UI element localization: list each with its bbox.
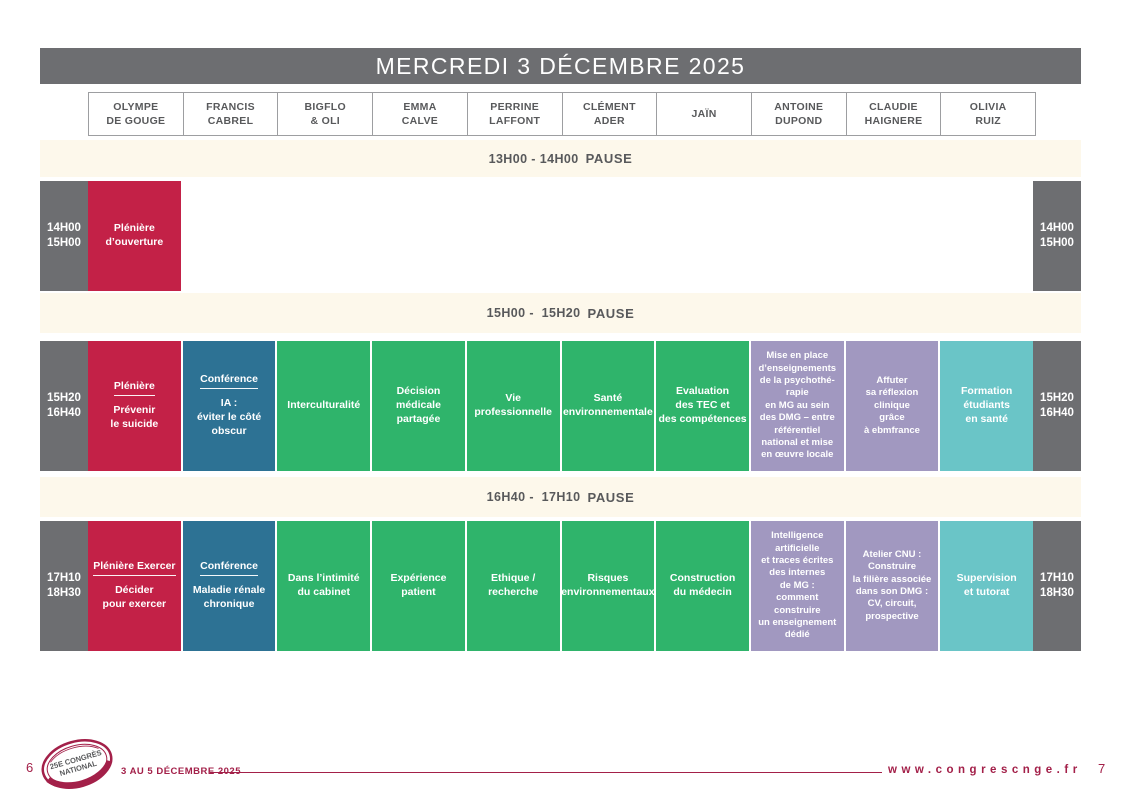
session-cell: Ethique / recherche: [467, 521, 560, 651]
session-cell: Interculturalité: [277, 341, 370, 471]
session-title: Atelier CNU : Construire la filière asso…: [853, 549, 932, 623]
session-cell: Formation étudiants en santé: [940, 341, 1033, 471]
empty-slot: [656, 181, 749, 291]
session-cell: Décision médicale partagée: [372, 341, 465, 471]
time-slot-label-left: 17H10 18H30: [40, 521, 88, 651]
empty-slot: [940, 181, 1033, 291]
session-title: Prévenir le suicide: [110, 404, 158, 432]
pause-label: PAUSE: [586, 151, 633, 166]
pause-time: 13H00 - 14H00: [489, 152, 579, 166]
session-title: Décider pour exercer: [103, 584, 167, 612]
session-row-1710-1830: 17H10 18H30 Plénière Exercer Décider pou…: [40, 521, 1081, 651]
time-slot-label-left: 15H20 16H40: [40, 341, 88, 471]
session-type-label: Plénière: [114, 380, 155, 396]
pause-band-1640: 16H40 - 17H10 PAUSE: [40, 477, 1081, 517]
page-number-right: 7: [1098, 761, 1105, 776]
pause-label: PAUSE: [588, 490, 635, 505]
time-slot-label-left: 14H00 15H00: [40, 181, 88, 291]
session-cells: Plénière Exercer Décider pour exercer Co…: [88, 521, 1033, 651]
session-cell: Affuter sa réflexion clinique grâce à eb…: [846, 341, 939, 471]
session-title: Plénière d’ouverture: [105, 222, 163, 250]
empty-slot: [846, 181, 939, 291]
session-cell: Conférence IA : éviter le côté obscur: [183, 341, 276, 471]
session-cells: Plénière Prévenir le suicide Conférence …: [88, 341, 1033, 471]
pause-band-1500: 15H00 - 15H20 PAUSE: [40, 293, 1081, 333]
session-title: Evaluation des TEC et des compétences: [659, 385, 747, 427]
session-title: Dans l’intimité du cabinet: [288, 572, 360, 600]
session-cell: Supervision et tutorat: [940, 521, 1033, 651]
time-slot-label-right: 14H00 15H00: [1033, 181, 1081, 291]
session-row-1400-1500: 14H00 15H00 Plénière d’ouverture 14H00 1…: [40, 181, 1081, 291]
pause-band-1300: 13H00 - 14H00 PAUSE: [40, 140, 1081, 177]
pause-time: 16H40 - 17H10: [487, 490, 581, 504]
session-cell: Risques environnementaux: [562, 521, 655, 651]
time-slot-label-right: 17H10 18H30: [1033, 521, 1081, 651]
footer-website[interactable]: www.congrescnge.fr: [888, 764, 1082, 776]
empty-slot: [277, 181, 370, 291]
session-title: Formation étudiants en santé: [961, 385, 1012, 427]
congress-logo: 25E CONGRÈS NATIONAL: [38, 735, 116, 793]
session-cell: Plénière d’ouverture: [88, 181, 181, 291]
session-cell: Plénière Exercer Décider pour exercer: [88, 521, 181, 651]
session-title: Interculturalité: [287, 399, 360, 413]
session-title: IA : éviter le côté obscur: [197, 397, 261, 439]
session-cell: Construction du médecin: [656, 521, 749, 651]
time-slot-label-right: 15H20 16H40: [1033, 341, 1081, 471]
session-title: Intelligence artificielle et traces écri…: [758, 530, 836, 641]
empty-slot: [751, 181, 844, 291]
session-title: Décision médicale partagée: [374, 385, 463, 427]
session-title: Santé environnementale: [563, 392, 653, 420]
session-cell: Dans l’intimité du cabinet: [277, 521, 370, 651]
session-cell: Atelier CNU : Construire la filière asso…: [846, 521, 939, 651]
session-title: Mise en place d’enseignements de la psyc…: [758, 350, 836, 461]
room-header-olivia-ruiz: OLIVIA RUIZ: [940, 92, 1036, 136]
pause-time: 15H00 - 15H20: [487, 306, 581, 320]
pause-label: PAUSE: [588, 306, 635, 321]
session-title: Maladie rénale chronique: [193, 584, 265, 612]
session-title: Ethique / recherche: [488, 572, 538, 600]
day-title-bar: MERCREDI 3 DÉCEMBRE 2025: [40, 48, 1081, 84]
page-number-left: 6: [26, 760, 33, 775]
session-cell: Mise en place d’enseignements de la psyc…: [751, 341, 844, 471]
room-header-perrine-laffont: PERRINE LAFFONT: [467, 92, 563, 136]
session-cells: Plénière d’ouverture: [88, 181, 1033, 291]
session-row-1520-1640: 15H20 16H40 Plénière Prévenir le suicide…: [40, 341, 1081, 471]
session-cell: Vie professionnelle: [467, 341, 560, 471]
room-header-jain: JAÏN: [656, 92, 752, 136]
session-title: Construction du médecin: [670, 572, 735, 600]
empty-slot: [183, 181, 276, 291]
program-page: MERCREDI 3 DÉCEMBRE 2025 OLYMPE DE GOUGE…: [0, 0, 1123, 794]
empty-slot: [467, 181, 560, 291]
room-header-bigflo-oli: BIGFLO & OLI: [277, 92, 373, 136]
session-title: Expérience patient: [390, 572, 446, 600]
session-type-label: Conférence: [200, 560, 258, 576]
session-title: Vie professionnelle: [474, 392, 552, 420]
session-title: Supervision et tutorat: [957, 572, 1017, 600]
page-title: MERCREDI 3 DÉCEMBRE 2025: [376, 53, 746, 80]
room-header-antoine-dupond: ANTOINE DUPOND: [751, 92, 847, 136]
room-header-olympe-de-gouge: OLYMPE DE GOUGE: [88, 92, 184, 136]
room-header-row: OLYMPE DE GOUGE FRANCIS CABREL BIGFLO & …: [88, 92, 1036, 136]
session-cell: Santé environnementale: [562, 341, 655, 471]
room-header-claudie-haignere: CLAUDIE HAIGNERE: [846, 92, 942, 136]
room-header-clement-ader: CLÉMENT ADER: [562, 92, 658, 136]
footer-divider-line: [210, 772, 882, 773]
empty-slot: [562, 181, 655, 291]
session-cell: Evaluation des TEC et des compétences: [656, 341, 749, 471]
session-title: Risques environnementaux: [561, 572, 654, 600]
session-type-label: Plénière Exercer: [93, 560, 175, 576]
session-title: Affuter sa réflexion clinique grâce à eb…: [864, 375, 920, 437]
session-cell: Intelligence artificielle et traces écri…: [751, 521, 844, 651]
room-header-emma-calve: EMMA CALVE: [372, 92, 468, 136]
empty-slot: [372, 181, 465, 291]
session-type-label: Conférence: [200, 373, 258, 389]
session-cell: Plénière Prévenir le suicide: [88, 341, 181, 471]
session-cell: Expérience patient: [372, 521, 465, 651]
session-cell: Conférence Maladie rénale chronique: [183, 521, 276, 651]
room-header-francis-cabrel: FRANCIS CABREL: [183, 92, 279, 136]
